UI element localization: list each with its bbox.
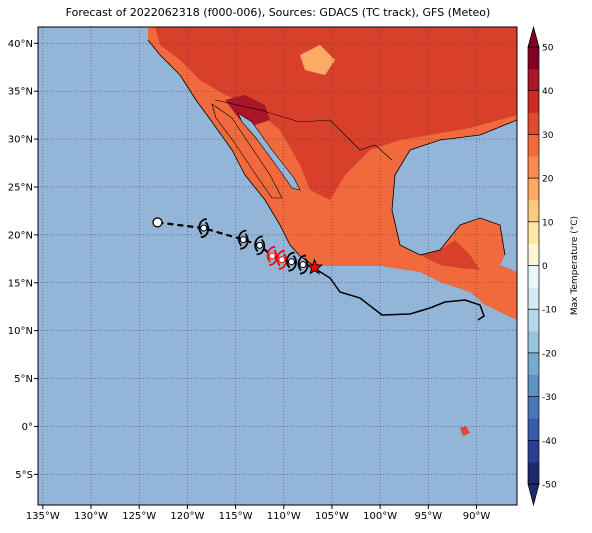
x-tick-label: 105°W (315, 511, 349, 522)
island (460, 426, 470, 436)
colorbar-bin (528, 352, 539, 376)
colorbar-tick-label: 40 (542, 87, 554, 97)
x-tick-label: 110°W (267, 511, 301, 522)
land-hottest (225, 95, 270, 125)
colorbar-bin (528, 374, 539, 397)
colorbar-tick-label: 50 (542, 44, 554, 54)
colorbar-tick-label: 10 (542, 218, 554, 228)
colorbar-bin (528, 462, 539, 485)
axes: 135°W 130°W 125°W 120°W 115°W 110°W 105°W 100°W… (8, 39, 491, 522)
storm-center (200, 224, 208, 232)
track-point (237, 229, 249, 250)
colorbar-tick-label: -30 (542, 393, 557, 403)
storm-center (268, 252, 276, 260)
storm-symbol (237, 229, 249, 250)
land-hot (155, 27, 517, 200)
y-tick-label: 40°N (8, 39, 33, 50)
colorbar-bin (528, 68, 539, 91)
colorbar-bin (528, 331, 539, 354)
colorbar-tick-label: 30 (542, 131, 554, 141)
colorbar-bin (528, 440, 539, 463)
colorbar-tick-label: -20 (542, 349, 557, 359)
storm-center (299, 261, 307, 269)
grid (38, 27, 517, 505)
track-point (276, 249, 288, 270)
y-tick-label: 30°N (8, 135, 33, 146)
track-point (152, 217, 163, 228)
map-layer (38, 27, 517, 505)
storm-symbol (286, 251, 297, 272)
y-tick-label: 0° (22, 422, 33, 433)
y-tick-label: 20°N (8, 230, 33, 241)
storm-symbol (276, 249, 288, 270)
colorbar-tick-label: 0 (542, 262, 548, 272)
colorbar-label: Max Temperature (°C) (570, 216, 580, 315)
colorbar: -50 -40 -30 -20 -10 0 10 20 30 40 50 Max Temperatur… (527, 25, 580, 507)
x-tick-label: 95°W (415, 511, 443, 522)
colorbar-bin (528, 221, 539, 244)
baja-california (211, 103, 283, 199)
y-tick-label: 5°N (14, 374, 33, 385)
track-point (306, 258, 324, 275)
y-tick-label: 10°N (8, 326, 33, 337)
y-tick-label: 35°N (8, 87, 33, 98)
x-tick-label: 135°W (26, 511, 60, 522)
x-tick-label: 130°W (74, 511, 108, 522)
colorbar-tick-label: -40 (542, 437, 557, 447)
colorbar-bin (528, 418, 539, 441)
x-tick-label: 90°W (463, 511, 491, 522)
plot-frame (37, 26, 518, 506)
colorbar-tick-label: 20 (542, 175, 554, 185)
coastline (147, 39, 517, 267)
map-title: Forecast of 2022062318 (f000-006), Sourc… (66, 6, 491, 19)
storm-symbol (297, 254, 309, 275)
track-point (266, 246, 278, 266)
storm-center (278, 256, 286, 264)
storm-symbol (198, 218, 210, 239)
track-point (297, 254, 309, 275)
storm-symbol (254, 235, 266, 256)
colorbar-bin (528, 112, 539, 135)
y-tick-label: 25°N (8, 182, 33, 193)
y-tick-label: 15°N (8, 278, 33, 289)
storm-center (256, 241, 264, 249)
colorbar-bin (528, 309, 539, 332)
border (214, 99, 393, 161)
x-tick-label: 100°W (363, 511, 397, 522)
colorbar-extend (527, 25, 540, 48)
colorbar-bin (528, 265, 539, 288)
colorbar-bin (528, 178, 539, 201)
x-tick-label: 125°W (122, 511, 156, 522)
storm-center (287, 258, 295, 266)
track-point (254, 235, 266, 256)
storm-center (239, 236, 247, 244)
colorbar-bin (528, 243, 539, 266)
colorbar-bin (528, 134, 539, 157)
colorbar-extend (527, 483, 540, 507)
gulf-of-california (237, 112, 301, 191)
land-hot (420, 240, 480, 270)
storm-symbol (266, 246, 278, 266)
colorbar-bin (528, 47, 539, 70)
coastline-south (313, 267, 485, 321)
y-tick-label: 5°S (15, 470, 33, 481)
x-tick-label: 120°W (170, 511, 204, 522)
track-point (198, 218, 210, 239)
colorbar-bin (528, 396, 539, 419)
colorbar-bin (528, 90, 539, 113)
colorbar-bin (528, 287, 539, 310)
track (152, 217, 324, 275)
colorbar-tick-label: -10 (542, 306, 557, 316)
track-point (286, 251, 297, 272)
colorbar-tick-label: -50 (542, 481, 557, 491)
land-cool (300, 45, 335, 75)
x-tick-label: 115°W (219, 511, 253, 522)
colorbar-bin (528, 199, 539, 223)
colorbar-bin (528, 156, 539, 179)
